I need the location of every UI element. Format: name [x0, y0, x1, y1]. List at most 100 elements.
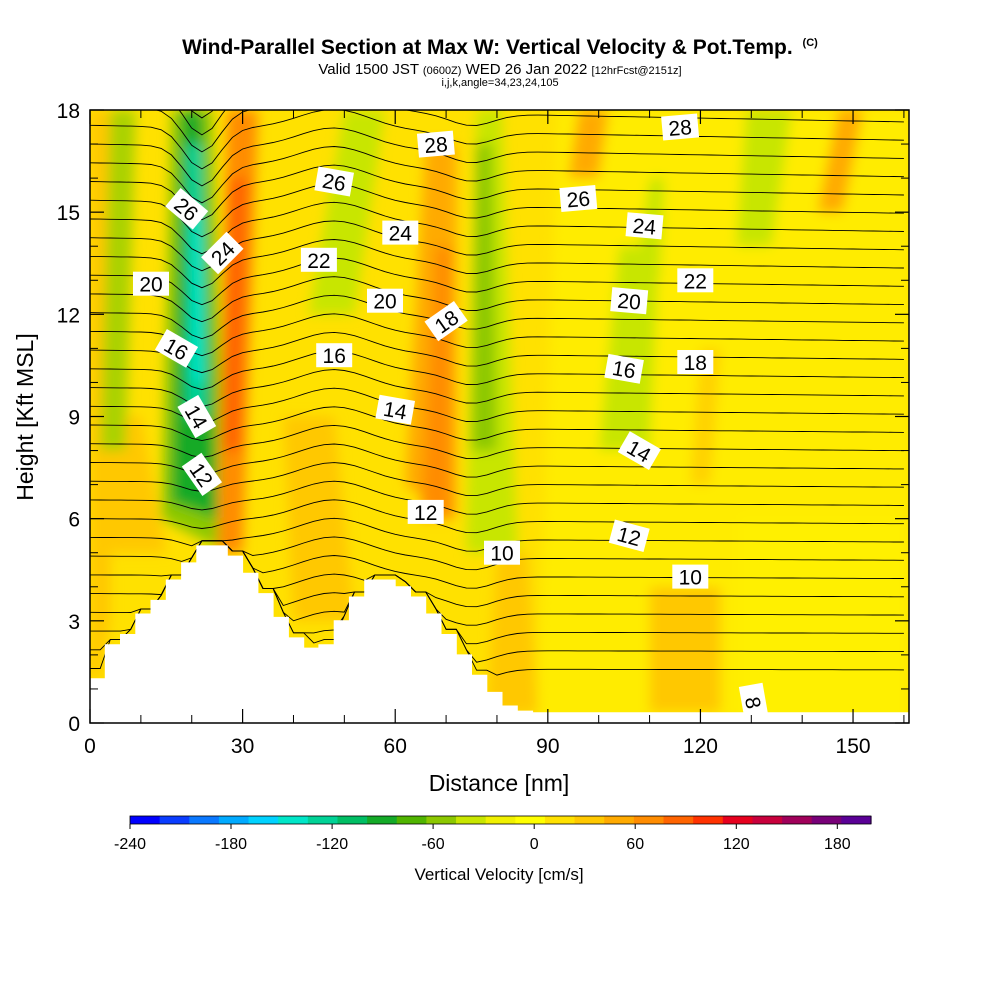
contour-label-box: [181, 452, 223, 497]
theta-contour-line: [90, 424, 904, 460]
field-region: [736, 110, 792, 247]
terrain-mask: [90, 545, 909, 723]
theta-contour-line: [90, 164, 904, 221]
theta-contour-line: [90, 406, 904, 442]
theta-contour-line: [90, 387, 904, 425]
y-axis-label: Height [Kft MSL]: [12, 333, 38, 500]
contour-label-box: [416, 130, 455, 158]
contour-label: 20: [133, 271, 169, 297]
contour-label: 28: [416, 130, 455, 158]
axes: 0 30 60 90 120 150 0 3 6 9 12 15 18: [57, 100, 909, 758]
theta-contour-line: [90, 294, 904, 340]
colorbar-tick-label: 0: [530, 836, 539, 853]
colorbar-tick-label: 180: [824, 836, 851, 853]
contour-label-box: [625, 212, 664, 240]
colorbar-segment: [752, 816, 783, 824]
colorbar-segment: [841, 816, 872, 824]
field-region: [191, 212, 205, 383]
contour-label-box: [661, 113, 700, 141]
field-region: [741, 518, 909, 723]
contour-label-box: [677, 268, 714, 293]
title-units: (C): [802, 37, 818, 49]
contour-label-text: 26: [320, 170, 347, 197]
colorbar-segment: [811, 816, 842, 824]
contour-label-box: [484, 540, 520, 565]
contour-label-box: [316, 343, 353, 368]
theta-contour-line: [90, 257, 904, 306]
y-tick-label: 0: [68, 713, 80, 736]
contour-label-text: 16: [323, 345, 346, 368]
colorbar-segment: [367, 816, 398, 824]
colorbar-segment: [189, 816, 220, 824]
contour-label: 26: [559, 184, 598, 212]
contour-label: 12: [608, 519, 650, 552]
theta-contour-line: [90, 499, 904, 534]
colorbar-segment: [456, 816, 487, 824]
contour-label: 10: [672, 564, 709, 590]
contour-label: 22: [677, 268, 714, 293]
contour-label-box: [604, 353, 644, 384]
contour-label: 18: [677, 350, 714, 375]
colorbar-segment: [307, 816, 339, 824]
contour-label: 14: [375, 394, 416, 425]
grid-indices: i,j,k,angle=34,23,24,105: [441, 77, 559, 89]
theta-contour-line: [90, 462, 904, 497]
contour-label-box: [154, 329, 199, 368]
contour-label: 20: [610, 287, 649, 315]
x-tick-label: 150: [836, 735, 871, 758]
terrain: [90, 545, 909, 723]
contour-label: 24: [382, 220, 419, 246]
valid-time-line: Valid 1500 JST (0600Z) WED 26 Jan 2022 […: [0, 61, 1000, 78]
chart-title: Wind-Parallel Section at Max W: Vertical…: [0, 36, 1000, 60]
theta-contour-line: [90, 443, 904, 478]
contour-label-box: [177, 394, 217, 439]
theta-contour-line: [90, 331, 904, 374]
forecast-info: [12hrFcst@2151z]: [591, 65, 682, 77]
x-tick-label: 30: [231, 735, 254, 758]
x-axis-label: Distance [nm]: [429, 770, 570, 796]
valid-zulu: (0600Z): [422, 65, 462, 77]
field-region: [90, 110, 111, 679]
colorbar-segment: [544, 816, 576, 824]
contour-label: 16: [604, 353, 644, 384]
contour-label-text: 10: [490, 543, 513, 566]
colorbar-segment: [337, 816, 368, 824]
contour-label-box: [367, 288, 403, 313]
field-region: [100, 110, 136, 451]
contour-label: 24: [625, 212, 664, 240]
y-tick-label: 18: [57, 100, 80, 123]
contour-label-box: [300, 247, 337, 272]
contour-label: 8: [738, 682, 769, 723]
y-tick-label: 15: [57, 202, 80, 225]
contour-label: 28: [661, 113, 700, 141]
contour-label-box: [407, 499, 444, 524]
x-tick-label: 120: [683, 735, 718, 758]
field-region: [486, 552, 538, 713]
colorbar-segment: [278, 816, 309, 824]
contour-label-box: [677, 350, 714, 374]
contour-label-box: [165, 188, 209, 230]
colorbar-label: Vertical Velocity [cm/s]: [414, 865, 583, 884]
colorbar-tick-label: 60: [626, 836, 644, 853]
theta-contour-line: [90, 183, 904, 238]
colorbar-tick-label: 120: [723, 836, 750, 853]
contour-label-text: 14: [381, 398, 408, 425]
contour-label-box: [382, 220, 419, 245]
colorbar-tick-label: -240: [114, 836, 146, 853]
contour-label-box: [610, 287, 649, 315]
contour-label: 12: [407, 499, 444, 525]
colorbar-segment: [693, 816, 724, 824]
y-tick-label: 6: [68, 509, 80, 532]
theta-contour-line: [90, 239, 904, 289]
contour-label-box: [375, 394, 416, 425]
theta-contour-line: [90, 276, 904, 323]
field-region: [690, 348, 721, 485]
y-tick-label: 9: [68, 407, 80, 430]
colorbar-segment: [130, 816, 161, 824]
colorbar-segment: [218, 816, 250, 824]
colorbar-segment: [515, 816, 546, 824]
theta-contour-line: [90, 146, 904, 204]
contour-label-text: 28: [423, 133, 448, 158]
field-region: [649, 586, 721, 713]
